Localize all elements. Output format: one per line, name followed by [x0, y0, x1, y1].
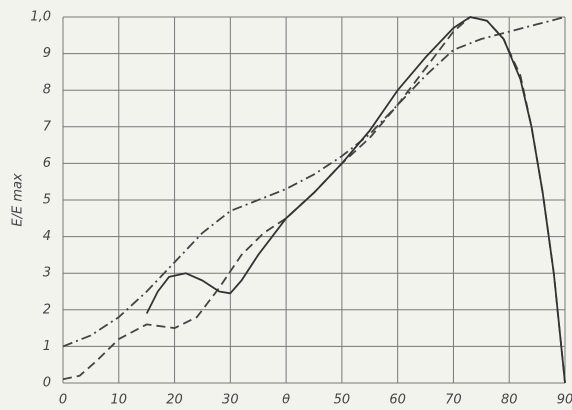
- x-tick-label: 20: [166, 393, 183, 408]
- y-tick-label: 1: [43, 339, 51, 354]
- y-tick-label: 2: [43, 302, 51, 317]
- x-tick-label: 10: [111, 393, 128, 408]
- x-tick-label: 70: [445, 393, 462, 408]
- x-tick-label: 80: [501, 393, 518, 408]
- x-tick-label: 0: [59, 393, 67, 408]
- line-series: [62, 16, 566, 348]
- y-tick-label: 6: [43, 156, 51, 171]
- x-tick-label: θ: [282, 393, 290, 408]
- y-tick-label: 3: [43, 266, 51, 281]
- y-axis-label: E/E max: [11, 173, 26, 227]
- y-tick-label: 5: [43, 193, 51, 208]
- y-tick-label: 0: [43, 376, 51, 391]
- x-tick-label: 50: [334, 393, 351, 408]
- x-tick-label: 60: [389, 393, 406, 408]
- x-tick-label: 90: [557, 393, 572, 408]
- y-tick-label: 8: [43, 83, 51, 98]
- y-tick-label: 9: [43, 46, 51, 61]
- x-tick-label: 30: [222, 393, 239, 408]
- y-tick-label: 4: [43, 229, 51, 244]
- line-series: [145, 16, 566, 384]
- y-tick-label: 1,0: [30, 10, 51, 25]
- y-tick-label: 7: [43, 119, 52, 134]
